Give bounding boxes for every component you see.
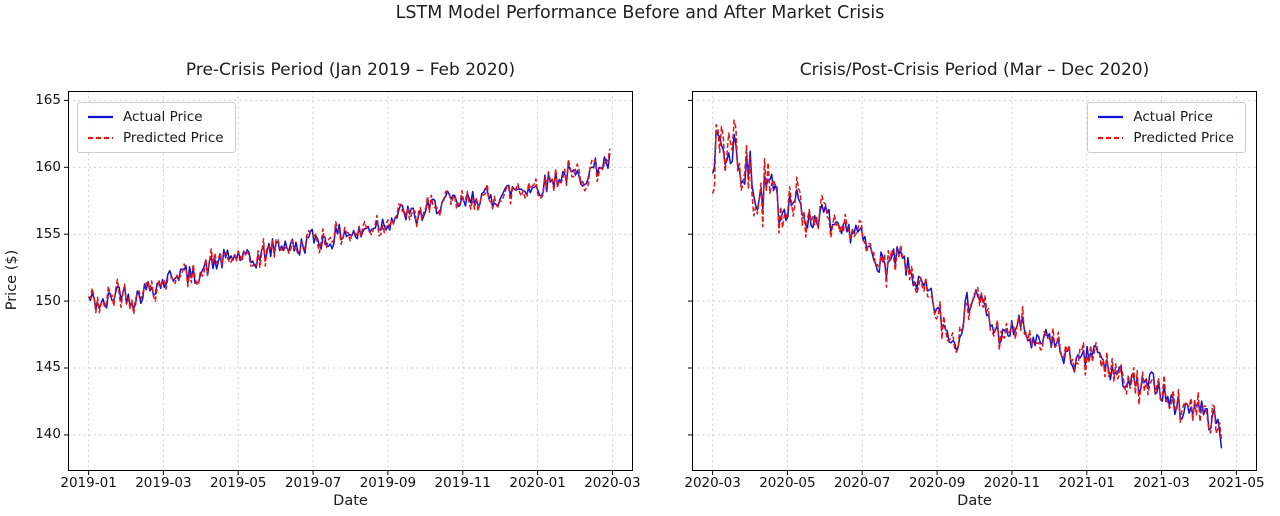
actual-line-sample-icon (1098, 115, 1124, 119)
legend-entry-predicted: Predicted Price (1097, 130, 1234, 146)
left-predicted-price-line (88, 148, 611, 315)
predicted-line-sample-icon (1098, 136, 1124, 140)
x-tick-label: 2020-07 (834, 475, 891, 491)
y-tick-label: 165 (35, 91, 61, 108)
right-predicted-price-line (711, 119, 1223, 442)
legend-label-actual: Actual Price (123, 109, 203, 125)
x-tick-label: 2019-11 (434, 475, 491, 491)
y-tick-label: 155 (35, 225, 61, 242)
left-actual-price-line (87, 152, 611, 310)
legend-entry-actual: Actual Price (87, 109, 224, 125)
x-tick-label: 2020-09 (908, 475, 966, 491)
left-chart-title: Pre-Crisis Period (Jan 2019 – Feb 2020) (185, 60, 516, 80)
legend-entry-actual: Actual Price (1097, 109, 1234, 125)
right-actual-price-line (711, 129, 1223, 449)
y-axis-label: Price ($) (4, 249, 20, 311)
x-tick-label: 2020-03 (684, 475, 741, 491)
x-tick-label: 2019-03 (135, 475, 192, 491)
x-tick-label: 2019-07 (284, 475, 342, 491)
x-tick-label: 2020-03 (584, 475, 641, 491)
x-tick-label: 2020-01 (509, 475, 566, 491)
x-tick-label: 2020-05 (759, 475, 816, 491)
left-legend: Actual Price Predicted Price (77, 102, 236, 153)
right-plot-border (692, 91, 1257, 471)
x-tick-label: 2021-01 (1058, 475, 1115, 491)
y-tick-label: 140 (35, 426, 61, 443)
right-x-axis-label: Date (957, 493, 992, 509)
figure-title: LSTM Model Performance Before and After … (395, 3, 885, 23)
legend-entry-predicted: Predicted Price (87, 130, 224, 146)
x-tick-label: 2021-05 (1208, 475, 1265, 491)
actual-line-sample-icon (88, 115, 113, 119)
x-tick-label: 2019-09 (359, 475, 417, 491)
x-tick-label: 2019-01 (60, 475, 117, 491)
right-chart-title: Crisis/Post-Crisis Period (Mar – Dec 202… (799, 60, 1150, 80)
legend-label-predicted: Predicted Price (1133, 130, 1234, 146)
y-tick-label: 150 (35, 292, 61, 309)
x-tick-label: 2021-03 (1133, 475, 1190, 491)
y-tick-label: 160 (35, 158, 61, 175)
legend-label-predicted: Predicted Price (123, 130, 224, 146)
x-tick-label: 2020-11 (983, 475, 1041, 491)
y-tick-label: 145 (35, 359, 61, 376)
right-legend: Actual Price Predicted Price (1087, 102, 1246, 153)
left-plot-border (68, 91, 633, 471)
predicted-line-sample-icon (88, 136, 113, 140)
x-tick-label: 2019-05 (210, 475, 267, 491)
left-x-axis-label: Date (333, 493, 368, 509)
legend-label-actual: Actual Price (1133, 109, 1213, 125)
